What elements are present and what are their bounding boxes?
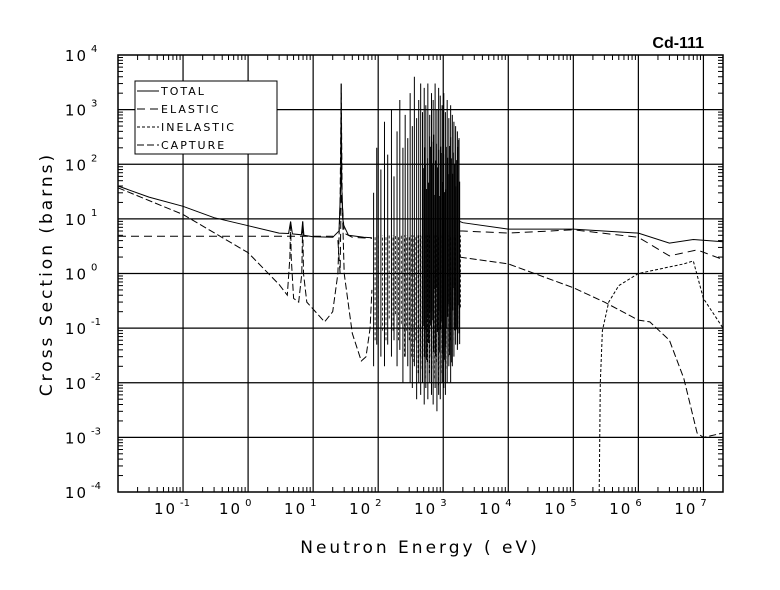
y-tick-exponent: -3 — [91, 426, 101, 437]
minor-ticks — [118, 55, 724, 492]
x-tick-exponent: 7 — [700, 498, 706, 509]
legend-label-total: TOTAL — [160, 85, 206, 98]
x-tick-label: 10 — [414, 500, 437, 518]
plot-frame — [117, 54, 724, 493]
x-tick-label: 10 — [609, 500, 632, 518]
chart-title: Cd-111 — [652, 35, 704, 52]
y-tick-label: 10 — [65, 484, 88, 502]
x-tick-exponent: -1 — [180, 498, 190, 509]
x-tick-exponent: 2 — [375, 498, 381, 509]
y-tick-exponent: -1 — [91, 317, 101, 328]
legend: TOTAL ELASTIC INELASTIC CAPTURE — [134, 80, 278, 155]
x-tick-label: 10 — [544, 500, 567, 518]
x-tick-exponent: 3 — [440, 498, 446, 509]
y-tick-exponent: -4 — [91, 481, 101, 492]
y-axis-title: Cross Section (barns) — [37, 152, 57, 396]
y-tick-label: 10 — [65, 102, 88, 120]
series-elastic-line — [118, 192, 372, 274]
x-tick-label: 10 — [219, 500, 242, 518]
y-tick-label: 10 — [65, 211, 88, 229]
y-tick-label: 10 — [65, 429, 88, 447]
series-total-line — [459, 220, 724, 244]
y-tick-label: 10 — [65, 320, 88, 338]
y-tick-exponent: 4 — [91, 44, 97, 55]
x-tick-label: 10 — [479, 500, 502, 518]
x-tick-label: 10 — [674, 500, 697, 518]
x-tick-exponent: 4 — [505, 498, 511, 509]
y-tick-exponent: 0 — [91, 263, 97, 274]
y-tick-exponent: -2 — [91, 372, 101, 383]
x-tick-exponent: 1 — [310, 498, 316, 509]
y-tick-label: 10 — [65, 375, 88, 393]
legend-label-elastic: ELASTIC — [161, 103, 220, 116]
series-capture-line — [459, 256, 724, 438]
x-tick-label: 10 — [154, 500, 177, 518]
legend-label-inelastic: INELASTIC — [161, 121, 236, 134]
y-tick-exponent: 2 — [91, 153, 97, 164]
x-axis-title: Neutron Energy ( eV) — [300, 538, 540, 558]
curves — [117, 76, 724, 493]
x-tick-label: 10 — [284, 500, 307, 518]
y-tick-exponent: 3 — [91, 99, 97, 110]
legend-label-capture: CAPTURE — [161, 139, 226, 152]
x-tick-exponent: 5 — [570, 498, 576, 509]
legend-box — [134, 80, 278, 155]
x-tick-exponent: 6 — [635, 498, 641, 509]
y-tick-label: 10 — [65, 47, 88, 65]
x-tick-labels: 10 -1 10 0 10 1 10 2 10 3 10 4 10 5 10 6 10 7 — [154, 498, 707, 518]
y-tick-label: 10 — [65, 266, 88, 284]
series-capture-line — [117, 83, 373, 362]
x-tick-label: 10 — [349, 500, 372, 518]
x-tick-exponent: 0 — [245, 498, 251, 509]
series-elastic-line — [459, 229, 724, 261]
series-inelastic-line — [598, 260, 724, 493]
y-tick-label: 10 — [65, 156, 88, 174]
y-tick-exponent: 1 — [91, 208, 97, 219]
